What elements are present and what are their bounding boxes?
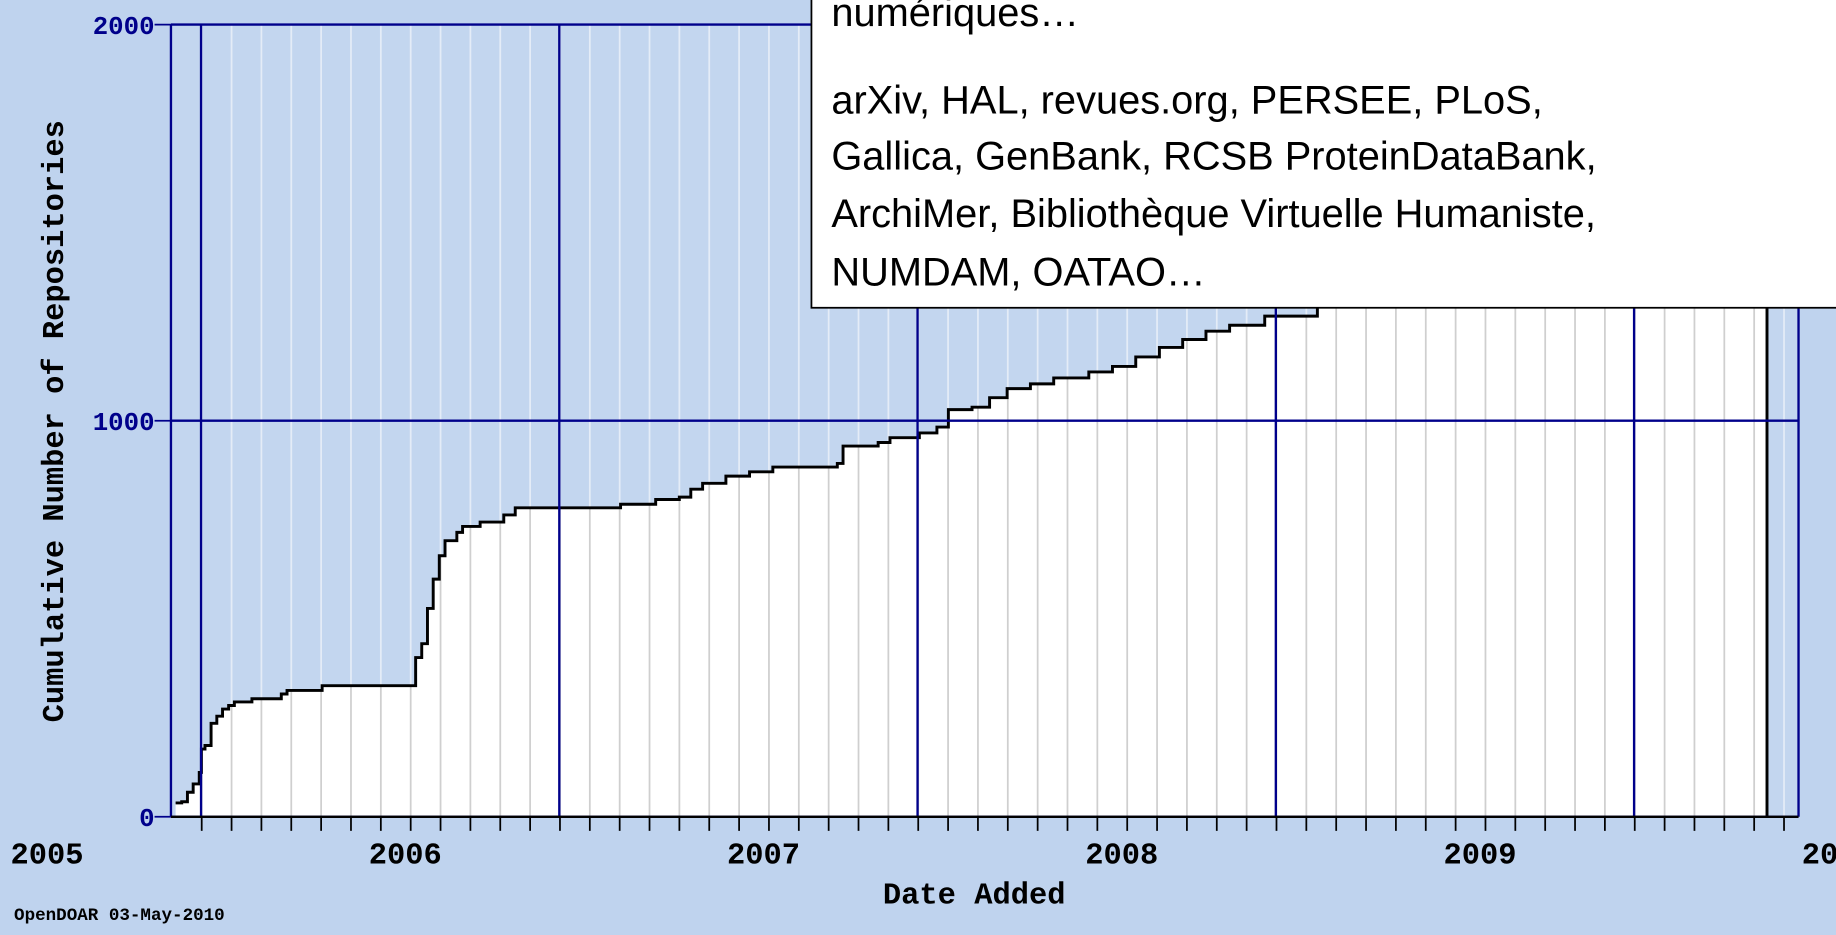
x-tick-label: 2008 [1085,840,1158,874]
x-axis-label: Date Added [883,879,1066,913]
x-tick-label: 2009 [1444,840,1517,874]
marks [175,151,1768,817]
line [175,151,1769,817]
footer-note: OpenDOAR 03-May-2010 [14,906,225,926]
x-tick-label: 2005 [10,840,83,874]
area [175,151,1768,817]
y-tick-label: 0 [139,805,154,834]
overlay [154,23,1800,831]
callout-box [810,0,1836,309]
callout-line: ArchiMer, Bibliothèque Virtuelle Humanis… [831,192,1596,236]
y-tick-label: 2000 [93,13,155,42]
y-tick-label: 1000 [93,409,155,438]
x-tick-label: 2010 [1802,840,1836,874]
callout-line: arXiv, HAL, revues.org, PERSEE, PLoS, [831,79,1542,123]
y-axis-label: Cumulative Number of Repositories [39,120,73,722]
callout-line: numériques… [831,0,1079,35]
x-tick-label: 2007 [727,840,800,874]
callout-line: Gallica, GenBank, RCSB ProteinDataBank, [831,135,1596,179]
callout-line: NUMDAM, OATAO… [831,251,1205,295]
x-tick-label: 2006 [369,840,442,874]
